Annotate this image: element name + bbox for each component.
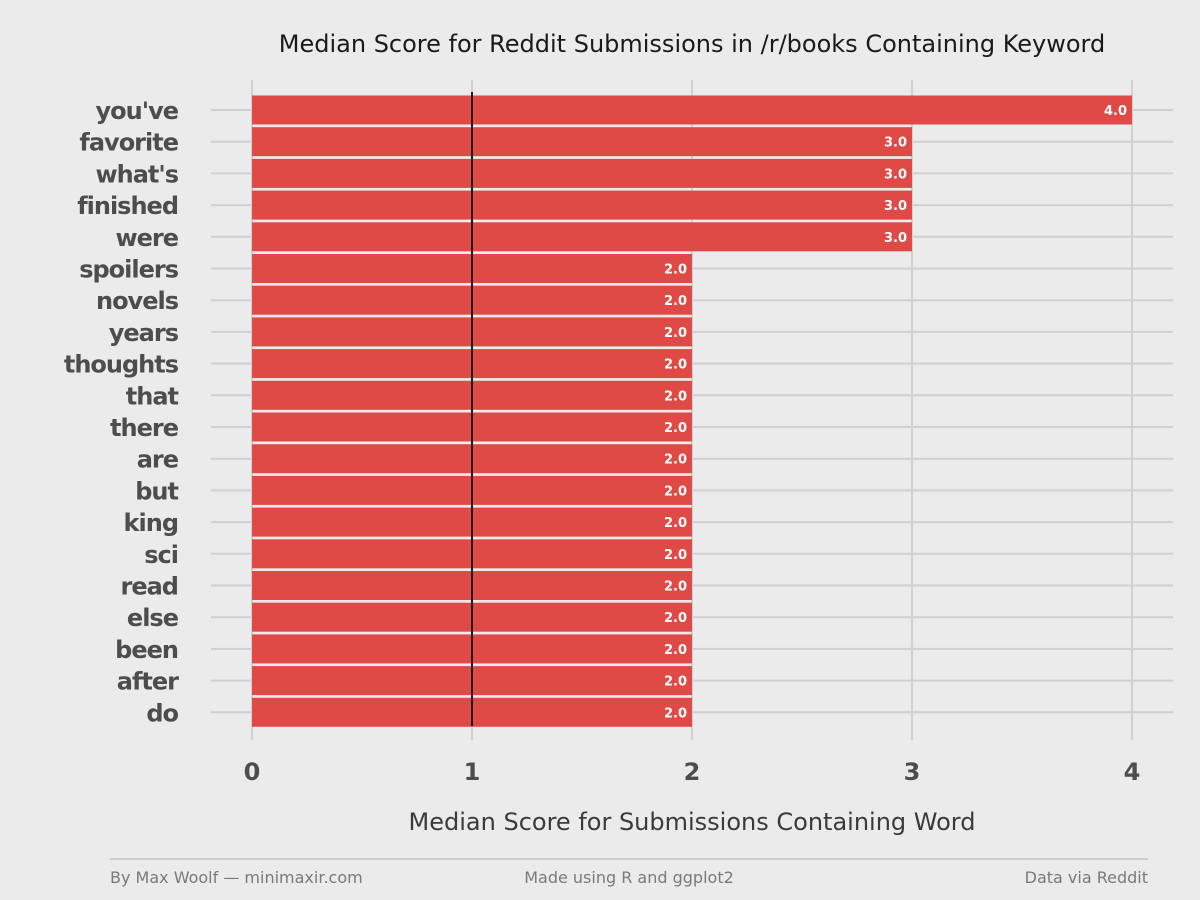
bar-were (252, 222, 912, 252)
x-tick-label: 0 (244, 758, 261, 786)
bar-value-label: 2.0 (664, 675, 687, 690)
bar-value-label: 2.0 (664, 548, 687, 563)
x-tick-label: 4 (1124, 758, 1141, 786)
y-tick-label: are (137, 446, 179, 474)
bar-value-label: 4.0 (1104, 104, 1127, 119)
bar-value-label: 2.0 (664, 484, 687, 499)
y-axis-labels: you've favorite what's finished were spoilers… (64, 97, 180, 727)
y-tick-label: you've (96, 97, 179, 125)
bar-value-label: 2.0 (664, 389, 687, 404)
y-tick-label: been (115, 636, 178, 664)
bar-value-label: 2.0 (664, 516, 687, 531)
bar-finished (252, 190, 912, 220)
bar-value-label: 2.0 (664, 611, 687, 626)
bar-value-label: 3.0 (884, 199, 907, 214)
bar-favorite (252, 127, 912, 157)
bar-value-label: 2.0 (664, 358, 687, 373)
bar-value-label: 3.0 (884, 136, 907, 151)
y-tick-label: were (115, 224, 178, 252)
y-tick-label: years (109, 319, 179, 347)
x-axis-ticks: 0 1 2 3 4 (244, 758, 1141, 786)
chart-title: Median Score for Reddit Submissions in /… (279, 30, 1105, 58)
y-tick-label: after (117, 668, 179, 696)
bar-value-label: 3.0 (884, 231, 907, 246)
footer-tools: Made using R and ggplot2 (524, 868, 734, 887)
y-tick-label: thoughts (64, 351, 179, 379)
bar-value-label: 2.0 (664, 706, 687, 721)
x-axis-title: Median Score for Submissions Containing … (409, 808, 976, 836)
bar-value-label: 2.0 (664, 453, 687, 468)
bar-value-labels: 4.0 3.0 3.0 3.0 3.0 2.0 2.0 2.0 2.0 2.0 2.0 2.0 2.0 2… (664, 104, 1127, 721)
bar-value-label: 2.0 (664, 326, 687, 341)
y-tick-label: favorite (79, 129, 178, 157)
bar-value-label: 2.0 (664, 294, 687, 309)
y-tick-label: but (135, 477, 178, 505)
y-tick-label: there (110, 414, 179, 442)
y-tick-label: novels (96, 287, 179, 315)
footer-source: Data via Reddit (1025, 868, 1148, 887)
x-tick-label: 2 (684, 758, 701, 786)
footer-credit: By Max Woolf — minimaxir.com (110, 868, 363, 887)
y-tick-label: king (124, 509, 178, 537)
bar-value-label: 2.0 (664, 643, 687, 658)
bar-value-label: 2.0 (664, 263, 687, 278)
y-tick-label: do (146, 699, 178, 727)
bar-youve (252, 95, 1132, 125)
x-tick-label: 3 (904, 758, 921, 786)
y-tick-label: that (126, 382, 179, 410)
bar-whats (252, 158, 912, 188)
y-tick-label: finished (77, 192, 178, 220)
bar-value-label: 2.0 (664, 580, 687, 595)
y-tick-label: else (127, 604, 179, 632)
y-tick-label: sci (144, 541, 178, 569)
x-tick-label: 1 (464, 758, 481, 786)
bar-value-label: 2.0 (664, 421, 687, 436)
y-tick-label: spoilers (79, 256, 179, 284)
y-tick-label: read (121, 573, 179, 601)
y-tick-label: what's (95, 160, 178, 188)
bar-value-label: 3.0 (884, 167, 907, 182)
